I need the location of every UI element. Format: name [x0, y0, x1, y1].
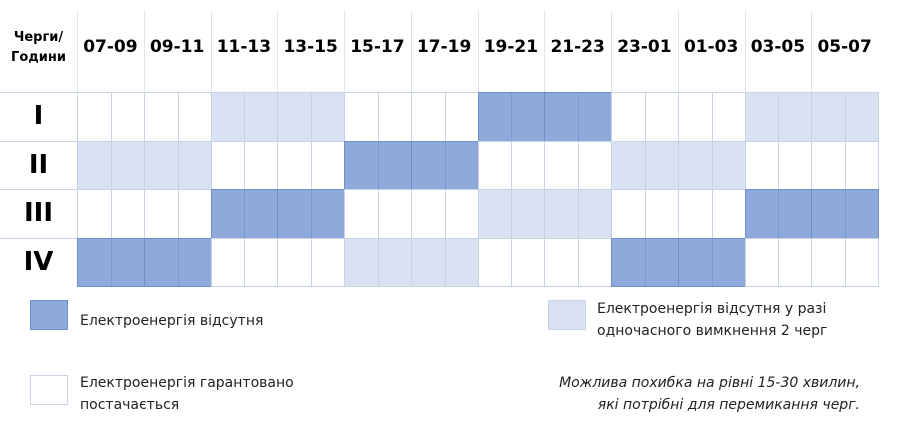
schedule-cell	[410, 92, 479, 142]
row-border	[0, 237, 77, 287]
legend-text: Електроенергія відсутня у разі	[597, 301, 827, 317]
schedule-cell	[477, 140, 546, 190]
slot-header: 23-01	[617, 37, 672, 57]
schedule-cell	[410, 140, 479, 190]
slot-header: 05-07	[817, 37, 872, 57]
schedule-cell	[677, 189, 746, 239]
schedule-cell	[611, 189, 679, 239]
schedule-cell	[344, 189, 412, 239]
header-divider	[677, 10, 679, 92]
schedule-cell	[77, 140, 145, 190]
slot-header: 01-03	[683, 37, 739, 57]
legend-swatch	[30, 375, 68, 405]
schedule-cell	[611, 237, 679, 287]
header-divider	[210, 10, 212, 92]
schedule-cell	[544, 189, 612, 239]
schedule-cell	[210, 92, 279, 142]
schedule-cell	[143, 189, 212, 239]
schedule-cell	[811, 237, 879, 287]
schedule-cell	[811, 140, 879, 190]
legend-text: Електроенергія гарантовано	[80, 375, 294, 391]
slot-header: 07-09	[83, 37, 138, 57]
slot-header: 13-15	[283, 37, 338, 57]
schedule-cell	[611, 140, 679, 190]
schedule-cell	[210, 189, 279, 239]
row-label: IV	[23, 246, 54, 277]
schedule-cell	[811, 92, 879, 142]
schedule-cell	[344, 237, 412, 287]
row-border	[0, 140, 77, 190]
legend-text: одночасного вимкнення 2 черг	[597, 323, 828, 339]
schedule-cell	[544, 237, 612, 287]
schedule-cell	[77, 237, 145, 287]
schedule-cell	[143, 92, 212, 142]
legend-swatch	[30, 300, 68, 330]
schedule-cell	[477, 237, 546, 287]
schedule-cell	[677, 92, 746, 142]
row-border	[0, 92, 77, 141]
schedule-cell	[544, 140, 612, 190]
header-divider	[344, 10, 345, 92]
schedule-cell	[410, 189, 479, 239]
schedule-cell	[677, 140, 746, 190]
slot-header: 19-21	[483, 37, 539, 57]
legend-text: постачається	[80, 397, 180, 413]
corner-header: Черги/Години	[0, 28, 77, 68]
header-divider	[744, 10, 746, 92]
schedule-cell	[410, 237, 479, 287]
note-text: які потрібні для перемикання черг.	[597, 397, 860, 413]
legend-swatch	[548, 300, 586, 330]
schedule-cell	[77, 189, 145, 239]
schedule-cell	[143, 237, 212, 287]
header-divider	[277, 10, 279, 92]
row-label: II	[28, 149, 49, 180]
note-text: Можлива похибка на рівні 15-30 хвилин,	[559, 375, 860, 391]
schedule-cell	[277, 92, 345, 142]
schedule-cell	[277, 140, 345, 190]
schedule-cell	[344, 92, 412, 142]
corner-line: Черги/	[13, 30, 64, 45]
header-divider	[77, 10, 78, 92]
slot-header: 11-13	[216, 37, 272, 57]
row-label: III	[23, 198, 54, 229]
schedule-cell	[210, 140, 279, 190]
legend-text: Електроенергія відсутня	[80, 313, 264, 329]
header-divider	[477, 10, 479, 92]
header-divider	[811, 10, 813, 92]
schedule-cell	[744, 237, 813, 287]
header-divider	[410, 10, 412, 92]
slot-header: 21-23	[550, 37, 605, 57]
schedule-cell	[344, 140, 412, 190]
header-divider	[143, 10, 145, 92]
row-border	[0, 189, 77, 238]
schedule-cell	[744, 92, 813, 142]
schedule-cell	[611, 92, 679, 142]
schedule-cell	[544, 92, 612, 142]
schedule-cell	[477, 189, 546, 239]
schedule-cell	[811, 189, 879, 239]
schedule-cell	[77, 92, 145, 142]
schedule-cell	[277, 189, 345, 239]
schedule-cell	[477, 92, 546, 142]
schedule-cell	[744, 189, 813, 239]
header-divider	[611, 10, 612, 92]
slot-header: 15-17	[350, 37, 405, 57]
schedule-cell	[210, 237, 279, 287]
corner-line: Години	[11, 50, 66, 65]
schedule-cell	[677, 237, 746, 287]
row-label: I	[33, 101, 44, 132]
slot-header: 09-11	[149, 37, 205, 57]
schedule-cell	[744, 140, 813, 190]
slot-header: 03-05	[750, 37, 806, 57]
schedule-cell	[277, 237, 345, 287]
schedule-cell	[143, 140, 212, 190]
header-divider	[544, 10, 546, 92]
slot-header: 17-19	[416, 37, 472, 57]
